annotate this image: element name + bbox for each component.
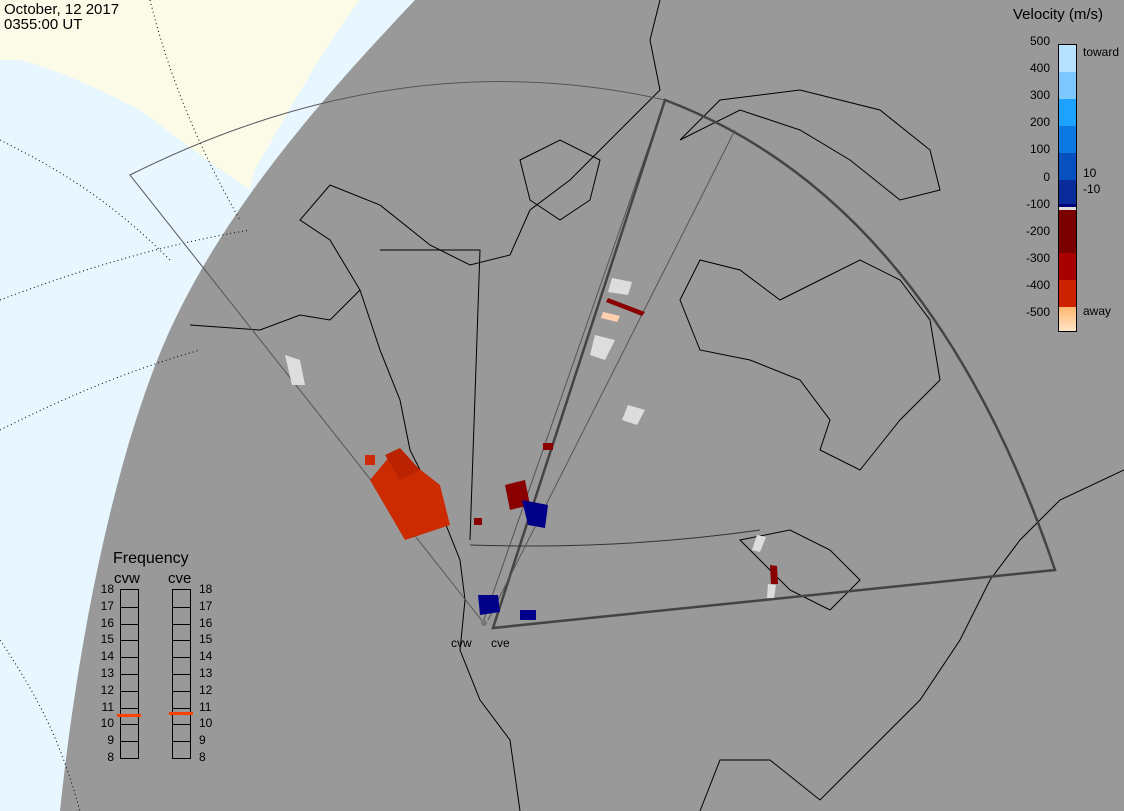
colorbar-tick-label: 300	[1029, 88, 1050, 103]
cvw-fan	[129, 81, 666, 623]
graticule	[0, 0, 251, 811]
frequency-tick-label: 9	[107, 733, 114, 748]
velocity-cell	[543, 443, 553, 450]
radar-fans	[129, 81, 1057, 630]
colorbar-tick-label: 500	[1029, 34, 1050, 48]
frequency-tick-label: 8	[107, 750, 114, 764]
velocity-cell	[365, 455, 375, 465]
radar-site-marker	[481, 620, 487, 626]
frequency-scale-cve	[172, 589, 191, 759]
colorbar-segment	[1059, 204, 1076, 208]
frequency-tick-label: 9	[199, 733, 206, 748]
colorbar-tick-label: -100	[1025, 196, 1050, 211]
coastlines	[189, 0, 1124, 811]
velocity-cell	[385, 448, 420, 480]
cve-fan	[491, 98, 1057, 630]
freq-label-cve: cve	[168, 570, 192, 587]
velocity-cell	[370, 450, 450, 540]
velocity-cell	[474, 518, 482, 525]
frequency-scale-cvw	[120, 589, 139, 759]
neg-threshold-label: -10	[1083, 182, 1101, 196]
site-label-cve: cve	[491, 636, 510, 650]
velocity-cell	[606, 298, 645, 316]
away-label: away	[1083, 304, 1112, 318]
colorbar-segment	[1059, 280, 1076, 308]
frequency-tick-label: 18	[199, 582, 213, 596]
colorbar-segment	[1059, 180, 1076, 205]
colorbar-gradient	[1058, 44, 1077, 332]
dayside-land	[0, 0, 360, 190]
colorbar-tick-label: 0	[1043, 169, 1050, 184]
velocity-cell	[522, 500, 548, 528]
frequency-marker	[169, 712, 193, 716]
velocity-cell	[520, 610, 536, 620]
toward-label: toward	[1083, 45, 1120, 59]
velocity-cell	[478, 595, 500, 615]
colorbar-tick-label: -400	[1025, 277, 1050, 292]
time-label: 0355:00 UT	[4, 16, 83, 33]
frequency-tick-label: 12	[100, 682, 114, 697]
dayside-ocean	[0, 0, 415, 811]
frequency-tick-label: 13	[199, 666, 213, 680]
colorbar-segment	[1059, 45, 1076, 73]
frequency-tick-label: 17	[199, 598, 213, 613]
frequency-tick-label: 14	[100, 649, 114, 664]
freq-label-cvw: cvw	[114, 570, 140, 587]
frequency-tick-label: 11	[101, 699, 114, 714]
velocity-cells	[285, 278, 778, 620]
colorbar-tick-label: -500	[1025, 305, 1050, 319]
colorbar-title: Velocity (m/s)	[1013, 6, 1104, 23]
frequency-tick-label: 16	[100, 615, 114, 630]
pos-threshold-label: 10	[1083, 166, 1097, 180]
frequency-tick-label: 11	[199, 699, 212, 714]
velocity-cell	[770, 565, 778, 584]
frequency-tick-label: 10	[100, 716, 114, 731]
frequency-marker	[117, 714, 141, 717]
velocity-cell	[767, 584, 776, 598]
cve-fan-inner-arc	[469, 529, 761, 547]
velocity-cell	[590, 335, 615, 360]
frequency-tick-label: 18	[100, 582, 114, 596]
colorbar-segment	[1059, 207, 1076, 211]
colorbar-tick-label: -300	[1025, 250, 1050, 265]
cvw-beam	[487, 129, 736, 621]
velocity-cell	[752, 535, 766, 552]
velocity-cell	[622, 405, 645, 425]
velocity-cell	[608, 278, 632, 295]
frequency-tick-label: 13	[100, 666, 114, 680]
colorbar-segment	[1059, 226, 1076, 254]
colorbar-segment	[1059, 72, 1076, 100]
colorbar-segment	[1059, 99, 1076, 127]
colorbar-tick-label: 400	[1029, 61, 1050, 76]
colorbar-segment	[1059, 126, 1076, 154]
velocity-cell	[285, 355, 305, 385]
colorbar-segment	[1059, 307, 1076, 332]
colorbar-segment	[1059, 253, 1076, 281]
date-label: October, 12 2017	[4, 1, 120, 18]
colorbar-tick-label: -200	[1025, 223, 1050, 238]
frequency-tick-label: 8	[199, 750, 206, 764]
colorbar-segment	[1059, 153, 1076, 181]
colorbar-tick-label: 100	[1029, 142, 1050, 157]
frequency-tick-label: 16	[199, 615, 213, 630]
velocity-cell	[601, 312, 620, 322]
frequency-tick-label: 15	[199, 632, 213, 647]
frequency-tick-label: 17	[100, 598, 114, 613]
site-label-cvw: cvw	[451, 636, 472, 650]
frequency-title: Frequency	[113, 550, 189, 567]
frequency-tick-label: 10	[199, 716, 213, 731]
frequency-tick-label: 15	[100, 632, 114, 647]
colorbar-segment	[1059, 210, 1076, 227]
frequency-tick-label: 12	[199, 682, 213, 697]
frequency-tick-label: 14	[199, 649, 213, 664]
colorbar-tick-label: 200	[1029, 115, 1050, 130]
